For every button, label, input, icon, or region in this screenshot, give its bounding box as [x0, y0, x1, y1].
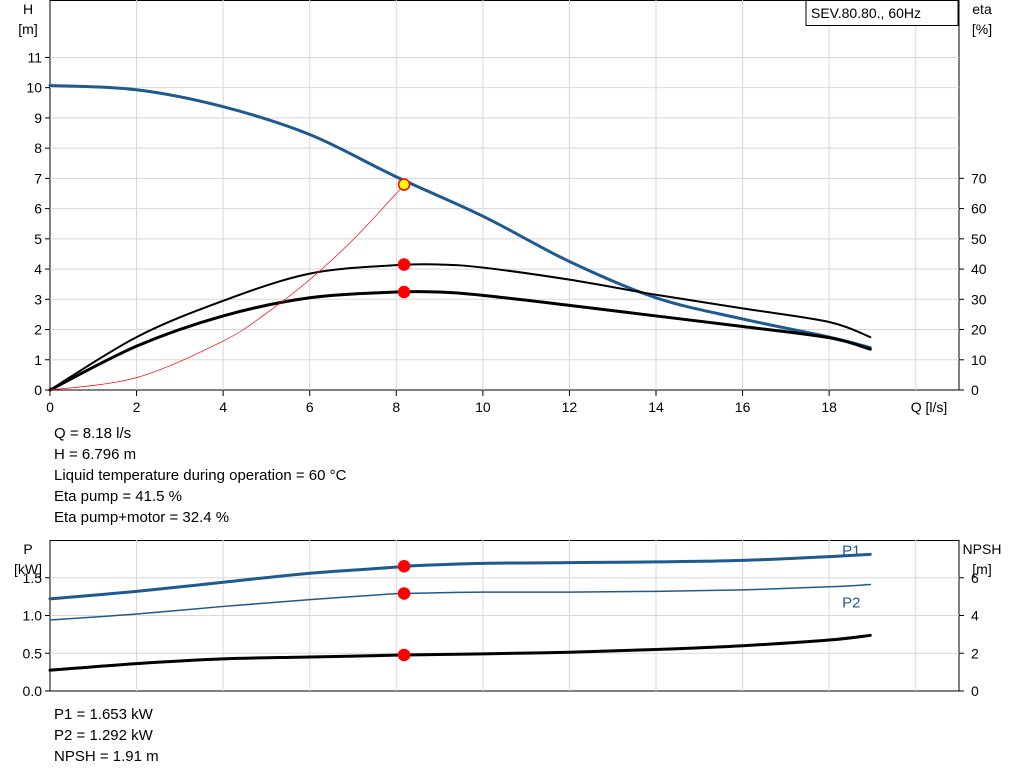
qh-x-tick-label: 10: [475, 399, 491, 415]
power-left-tick-label: 0.0: [23, 683, 43, 699]
qh-right-tick-label: 20: [971, 322, 987, 338]
qh-left-tick-label: 3: [34, 291, 42, 307]
power-left-tick-label: 1.0: [23, 608, 43, 624]
info-p2: P2 = 1.292 kW: [54, 727, 153, 744]
power-right-tick-label: 2: [971, 645, 979, 661]
qh-title-box: [805, 0, 959, 26]
qh-left-tick-label: 11: [27, 49, 42, 65]
qh-right-tick-label: 50: [971, 231, 987, 247]
qh-operating-point-marker-1: [397, 258, 411, 271]
qh-chart-title: SEV.80.80., 60Hz: [811, 5, 921, 21]
info-eta-pump: Eta pump = 41.5 %: [54, 488, 182, 505]
qh-left-tick-label: 0: [34, 382, 42, 398]
qh-x-tick-label: 8: [392, 399, 400, 415]
power-left-tick-label: 0.5: [23, 645, 43, 661]
qh-right-axis-label: eta: [972, 1, 992, 17]
power-series-2-line: [48, 633, 872, 672]
qh-right-tick-label: 40: [971, 261, 987, 277]
qh-x-tick-label: 14: [648, 399, 664, 415]
qh-right-tick-label: 30: [971, 291, 987, 307]
qh-series-2-line: [48, 289, 872, 392]
power-series-0-line: [48, 552, 872, 601]
qh-left-tick-label: 8: [34, 140, 42, 156]
qh-left-tick-label: 9: [34, 110, 42, 126]
info-npsh: NPSH = 1.91 m: [54, 748, 159, 765]
qh-x-tick-label: 12: [562, 399, 578, 415]
qh-series-1-line: [49, 263, 872, 391]
power-right-axis-unit: [m]: [972, 561, 991, 577]
qh-x-tick-label: 0: [46, 399, 54, 415]
info-p1: P1 = 1.653 kW: [54, 706, 153, 723]
qh-x-tick-label: 6: [306, 399, 314, 415]
qh-frame: [49, 0, 960, 391]
qh-left-tick-label: 6: [34, 201, 42, 217]
power-left-tick-label: 1.5: [23, 570, 43, 586]
power-operating-point-marker-1: [397, 587, 411, 600]
qh-right-tick-label: 60: [971, 201, 987, 217]
qh-left-tick-label: 1: [34, 352, 42, 368]
power-operating-point-marker-0: [397, 559, 411, 573]
qh-x-axis-label: Q [l/s]: [911, 399, 948, 415]
qh-right-tick-label: 10: [971, 352, 987, 368]
qh-left-tick-label: 4: [34, 261, 42, 277]
power-right-axis-label: NPSH: [963, 541, 1002, 557]
qh-right-tick-label: 0: [971, 382, 979, 398]
qh-right-tick-label: 70: [971, 170, 987, 186]
qh-left-tick-label: 5: [34, 231, 42, 247]
power-right-tick-label: 0: [971, 683, 979, 699]
qh-operating-point-marker-2: [397, 285, 411, 299]
qh-operating-point-marker-0: [397, 178, 411, 191]
info-head: H = 6.796 m: [54, 446, 137, 463]
qh-x-tick-label: 18: [821, 399, 837, 415]
qh-x-tick-label: 16: [735, 399, 751, 415]
info-flow: Q = 8.18 l/s: [54, 425, 132, 442]
power-left-axis-label: P: [23, 541, 32, 557]
power-series-1-line: [49, 583, 872, 621]
info-liquid-temperature: Liquid temperature during operation = 60…: [54, 467, 347, 484]
qh-x-tick-label: 2: [133, 399, 141, 415]
power-left-axis-unit: [kW]: [14, 561, 42, 577]
power-series-label-p2: P2: [842, 595, 860, 612]
qh-series-0-line: [48, 84, 872, 350]
power-right-tick-label: 6: [971, 570, 979, 586]
qh-left-axis-label: H: [23, 1, 33, 17]
power-plot: [45, 540, 964, 692]
qh-plot: [45, 0, 964, 396]
power-right-tick-label: 4: [971, 608, 979, 624]
qh-left-tick-label: 10: [26, 80, 42, 96]
power-series-label-p1: P1: [842, 543, 860, 560]
qh-left-axis-unit: [m]: [18, 21, 37, 37]
power-npsh-info: P1 = 1.653 kW P2 = 1.292 kW NPSH = 1.91 …: [54, 704, 159, 767]
qh-left-tick-label: 7: [34, 170, 42, 186]
qh-series-3-line: [49, 184, 405, 391]
qh-left-tick-label: 2: [34, 322, 42, 338]
operating-point-info: Q = 8.18 l/s H = 6.796 m Liquid temperat…: [54, 423, 346, 528]
power-operating-point-marker-2: [397, 648, 411, 662]
qh-right-axis-unit: [%]: [972, 21, 992, 37]
info-eta-pump-motor: Eta pump+motor = 32.4 %: [54, 509, 230, 526]
qh-x-tick-label: 4: [219, 399, 227, 415]
